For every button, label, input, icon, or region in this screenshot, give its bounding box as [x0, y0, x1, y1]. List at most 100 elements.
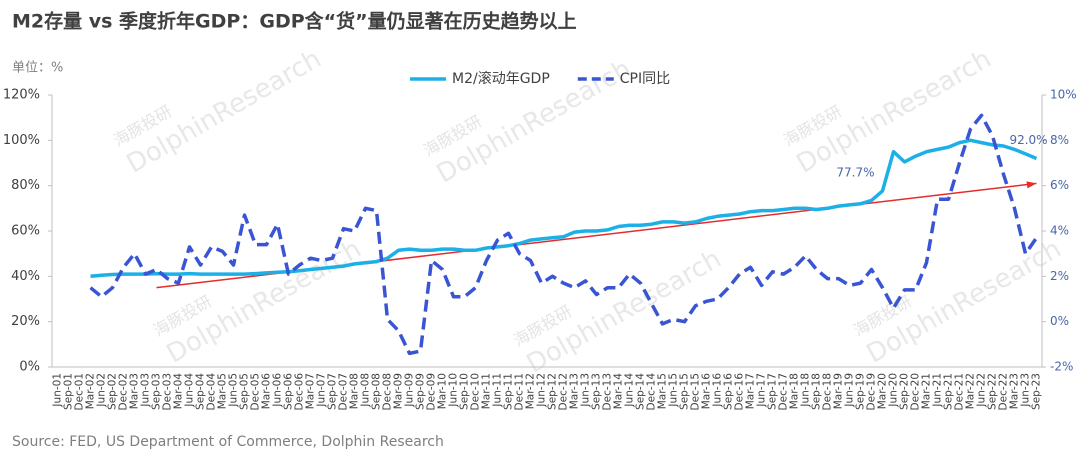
x-tick-label: Dec-10 [470, 373, 482, 410]
x-tick-label: Jun-19 [844, 373, 856, 408]
unit-label: 单位：% [12, 61, 63, 76]
x-tick-label: Sep-23 [1031, 373, 1043, 410]
x-tick-label: Dec-08 [382, 373, 394, 410]
x-tick-label: Dec-15 [690, 373, 702, 410]
x-tick-label: Sep-11 [503, 373, 515, 410]
x-tick-label: Sep-10 [459, 373, 471, 410]
x-tick-label: Jun-01 [52, 373, 64, 408]
x-tick-label: Dec-13 [602, 373, 614, 410]
x-tick-label: Sep-01 [63, 373, 75, 410]
data-label: 77.7% [836, 165, 874, 179]
x-tick-label: Sep-07 [327, 373, 339, 410]
y2-tick-label: 8% [1050, 133, 1069, 147]
x-tick-label: Mar-15 [657, 373, 669, 409]
legend-label: CPI同比 [620, 71, 670, 87]
x-tick-label: Dec-04 [206, 373, 218, 411]
x-tick-label: Jun-06 [272, 373, 284, 408]
x-tick-label: Jun-15 [668, 373, 680, 408]
x-tick-label: Sep-06 [283, 373, 295, 410]
x-tick-label: Dec-05 [250, 373, 262, 410]
x-tick-label: Mar-11 [481, 373, 493, 409]
x-tick-label: Dec-07 [338, 373, 350, 410]
x-tick-label: Mar-06 [261, 373, 273, 410]
x-tick-label: Sep-14 [635, 373, 647, 410]
y-tick-label: 0% [19, 360, 40, 375]
x-tick-label: Dec-20 [910, 373, 922, 410]
x-tick-label: Mar-09 [393, 373, 405, 409]
x-tick-label: Jun-21 [932, 373, 944, 408]
y2-tick-label: 10% [1050, 88, 1077, 102]
x-tick-label: Jun-14 [624, 373, 636, 408]
legend-label: M2/滚动年GDP [452, 70, 550, 87]
x-tick-label: Sep-17 [767, 373, 779, 410]
source: Source: FED, US Department of Commerce, … [12, 434, 444, 450]
x-tick-label: Jun-12 [536, 373, 548, 408]
series-line [90, 138, 1038, 279]
series-line [89, 113, 1038, 356]
x-tick-label: Mar-02 [85, 373, 97, 409]
x-tick-label: Jun-20 [888, 373, 900, 408]
x-tick-label: Sep-12 [547, 373, 559, 410]
x-tick-label: Dec-12 [558, 373, 570, 410]
x-tick-label: Sep-15 [679, 373, 691, 410]
x-tick-label: Sep-18 [811, 373, 823, 410]
y2-tick-label: 6% [1050, 178, 1069, 192]
x-tick-label: Mar-16 [701, 373, 713, 410]
x-tick-label: Mar-21 [921, 373, 933, 409]
y-tick-label: 100% [3, 133, 40, 148]
x-tick-label: Dec-21 [954, 373, 966, 410]
x-tick-label: Mar-18 [789, 373, 801, 409]
x-tick-label: Dec-02 [118, 373, 130, 410]
x-tick-label: Mar-22 [965, 373, 977, 409]
x-tick-label: Dec-16 [734, 373, 746, 411]
x-tick-label: Mar-14 [613, 373, 625, 410]
x-tick-label: Mar-10 [437, 373, 449, 409]
x-tick-label: Dec-17 [778, 373, 790, 410]
x-tick-label: Dec-03 [162, 373, 174, 410]
x-tick-label: Sep-20 [899, 373, 911, 410]
y2-tick-label: 4% [1050, 224, 1069, 238]
y2-tick-label: 2% [1050, 269, 1069, 283]
x-tick-label: Mar-05 [217, 373, 229, 409]
x-tick-label: Dec-22 [998, 373, 1010, 410]
x-tick-label: Dec-18 [822, 373, 834, 410]
x-tick-label: Mar-13 [569, 373, 581, 409]
x-tick-label: Sep-05 [239, 373, 251, 410]
x-tick-label: Jun-11 [492, 373, 504, 408]
x-tick-label: Mar-03 [129, 373, 141, 409]
x-tick-label: Jun-08 [360, 373, 372, 408]
x-tick-label: Dec-09 [426, 373, 438, 410]
chart-title: M2存量 vs 季度折年GDP：GDP含“货”量仍显著在历史趋势以上 [12, 10, 577, 33]
x-tick-label: Mar-19 [833, 373, 845, 409]
x-tick-label: Dec-11 [514, 373, 526, 410]
x-tick-label: Jun-09 [404, 373, 416, 408]
x-tick-label: Mar-07 [305, 373, 317, 409]
y2-tick-label: 0% [1050, 314, 1069, 328]
x-tick-label: Sep-03 [151, 373, 163, 410]
x-tick-label: Sep-19 [855, 373, 867, 410]
x-tick-label: Dec-01 [74, 373, 86, 410]
trend-arrow [1026, 181, 1037, 189]
x-tick-label: Mar-17 [745, 373, 757, 409]
x-tick-label: Sep-13 [591, 373, 603, 410]
data-label: 92.0% [1009, 133, 1047, 147]
x-tick-label: Mar-04 [173, 373, 185, 410]
x-tick-label: Dec-19 [866, 373, 878, 410]
x-tick-label: Jun-05 [228, 373, 240, 408]
x-tick-label: Jun-07 [316, 373, 328, 408]
x-tick-label: Sep-09 [415, 373, 427, 410]
x-tick-label: Sep-22 [987, 373, 999, 410]
x-tick-label: Mar-12 [525, 373, 537, 409]
x-tick-label: Jun-10 [448, 373, 460, 408]
x-tick-label: Jun-18 [800, 373, 812, 408]
x-tick-label: Mar-08 [349, 373, 361, 409]
x-tick-label: Mar-20 [877, 373, 889, 409]
x-tick-label: Jun-04 [184, 373, 196, 408]
x-tick-label: Jun-03 [140, 373, 152, 408]
x-tick-label: Jun-17 [756, 373, 768, 408]
y-tick-label: 120% [3, 88, 40, 103]
y-tick-label: 40% [11, 269, 40, 284]
x-tick-label: Sep-16 [723, 373, 735, 410]
y-tick-label: 60% [11, 224, 40, 239]
